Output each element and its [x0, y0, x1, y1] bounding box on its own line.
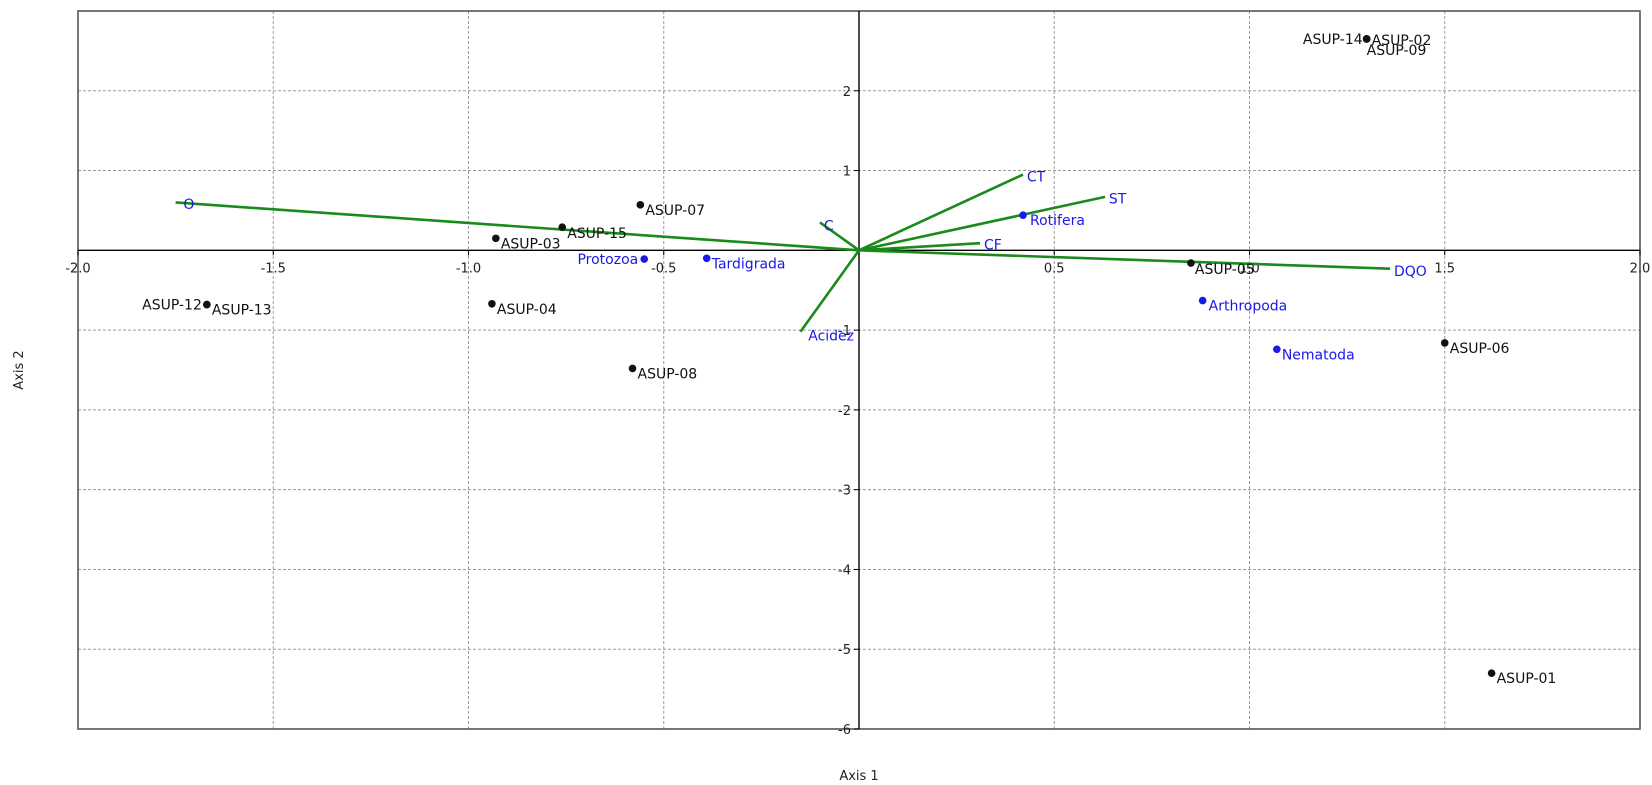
y-tick-label: -4 — [838, 563, 851, 578]
env-vector-line — [799, 249, 861, 333]
x-tick-label: -1.0 — [456, 261, 481, 276]
site-point — [1487, 669, 1496, 677]
site-label: ASUP-01 — [1497, 671, 1557, 687]
y-tick-label: 1 — [843, 165, 851, 180]
x-tick-label: 0.5 — [1044, 261, 1065, 276]
x-tick-label: -2.0 — [65, 261, 90, 276]
y-tick-label: -2 — [838, 404, 851, 419]
site-label: ASUP-05 — [1195, 262, 1255, 278]
species-label: Rotifera — [1030, 213, 1085, 229]
env-vector-label: O — [183, 197, 194, 213]
y-axis-label: Axis 2 — [12, 350, 27, 389]
site-label: ASUP-12 — [142, 298, 202, 314]
site-label: ASUP-04 — [497, 302, 557, 318]
site-label: ASUP-06 — [1450, 341, 1510, 357]
env-vector-line — [858, 249, 1391, 270]
site-point — [488, 299, 496, 308]
y-tick-label: -3 — [838, 484, 851, 499]
axes: -2.0 -1.5 -1.0 -0.5 0.5 1.0 1.5 2.021-1-2-3-4-5… — [65, 11, 1650, 738]
species-label: Tardigrada — [711, 256, 786, 272]
site-point — [1362, 35, 1371, 43]
x-tick-label: -0.5 — [651, 261, 676, 276]
species-label: Protozoa — [577, 252, 638, 268]
y-tick-label: -1 — [838, 324, 851, 339]
y-tick-label: -6 — [838, 723, 851, 738]
env-vector-line — [858, 195, 1106, 252]
y-tick-label: 2 — [843, 85, 851, 100]
site-label: ASUP-14 — [1303, 32, 1363, 48]
site-point — [636, 201, 645, 209]
site-point — [1440, 339, 1449, 347]
env-vector-line — [175, 201, 860, 252]
env-vector-label: C — [824, 218, 834, 234]
env-vector-label: DQO — [1394, 264, 1427, 280]
site-label: ASUP-03 — [501, 236, 561, 252]
species-label: Arthropoda — [1209, 299, 1288, 315]
site-label: ASUP-09 — [1367, 43, 1427, 59]
y-tick-label: -5 — [838, 643, 851, 658]
species-point — [1198, 296, 1207, 305]
species-point — [702, 254, 711, 263]
species-point — [1273, 345, 1281, 354]
env-vector-line — [858, 241, 981, 252]
environmental-vectors: O DQO CT ST C CF Acidez — [175, 170, 1427, 344]
env-vector-line — [858, 173, 1024, 252]
site-label: ASUP-08 — [638, 366, 698, 382]
env-vector-label: CT — [1027, 170, 1046, 186]
site-label: ASUP-13 — [212, 303, 272, 319]
points: Rotifera Protozoa Tardigrada Arthropoda Nema… — [142, 32, 1556, 687]
env-vector-label: ST — [1109, 191, 1127, 207]
x-tick-label: 1.5 — [1434, 261, 1455, 276]
species-point — [640, 255, 649, 263]
site-point — [492, 234, 500, 243]
site-point — [628, 364, 637, 373]
site-label: ASUP-15 — [567, 226, 627, 242]
site-point — [1187, 259, 1195, 267]
site-label: ASUP-07 — [645, 203, 705, 219]
x-tick-label: 2.0 — [1630, 261, 1651, 276]
site-point — [558, 223, 567, 231]
env-vector-line — [819, 221, 860, 252]
site-point — [203, 300, 211, 309]
x-axis-label: Axis 1 — [839, 769, 878, 784]
x-tick-label: -1.5 — [261, 261, 286, 276]
env-vector-label: CF — [984, 238, 1002, 254]
site-label: ASUP-02 — [1372, 33, 1432, 49]
species-label: Nematoda — [1282, 347, 1355, 363]
species-point — [1019, 211, 1027, 220]
env-vector-label: Acidez — [808, 328, 854, 344]
